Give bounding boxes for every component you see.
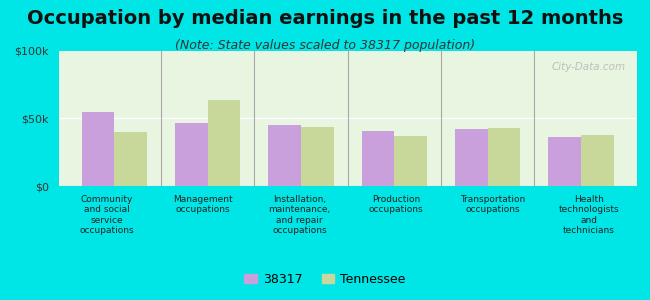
Bar (175, 122, 208, 186)
Bar (395, 136, 427, 186)
Text: Occupation by median earnings in the past 12 months: Occupation by median earnings in the pas… (27, 9, 623, 28)
Text: Community
and social
service
occupations: Community and social service occupations (79, 195, 134, 235)
Bar (488, 128, 521, 186)
Legend: 38317, Tennessee: 38317, Tennessee (239, 268, 411, 291)
Text: Health
technologists
and
technicians: Health technologists and technicians (558, 195, 619, 235)
Text: City-Data.com: City-Data.com (551, 62, 625, 72)
Bar (114, 132, 147, 186)
Bar (268, 125, 301, 186)
Bar (549, 137, 581, 186)
Bar (455, 129, 488, 186)
Bar (208, 100, 240, 186)
Bar (362, 130, 395, 186)
Text: Production
occupations: Production occupations (369, 195, 423, 214)
Bar (301, 127, 333, 186)
Text: Management
occupations: Management occupations (174, 195, 233, 214)
Text: Installation,
maintenance,
and repair
occupations: Installation, maintenance, and repair oc… (268, 195, 331, 235)
Bar (581, 135, 614, 186)
Bar (82, 112, 114, 186)
Text: Transportation
occupations: Transportation occupations (460, 195, 525, 214)
Text: (Note: State values scaled to 38317 population): (Note: State values scaled to 38317 popu… (175, 39, 475, 52)
